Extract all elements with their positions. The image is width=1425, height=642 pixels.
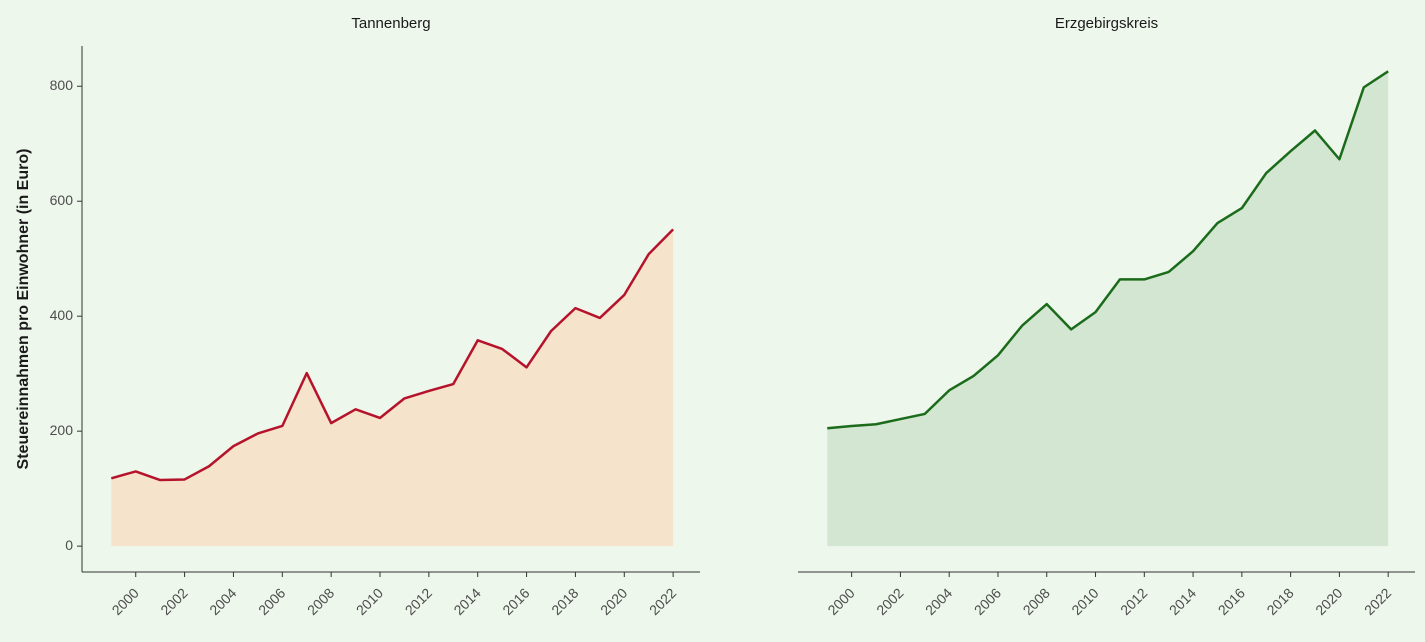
- y-tick-label: 600: [50, 192, 74, 208]
- y-tick-label: 0: [65, 537, 73, 553]
- line: [110, 228, 675, 482]
- panel-title: Tannenberg: [351, 15, 430, 32]
- area: [111, 229, 674, 547]
- y-tick-label: 200: [50, 422, 74, 438]
- y-axis-label: Steuereinnahmen pro Einwohner (in Euro): [15, 149, 32, 470]
- y-tick-label: 400: [50, 307, 74, 323]
- area: [827, 71, 1389, 547]
- panel-title: Erzgebirgskreis: [1055, 15, 1158, 32]
- y-tick-label: 800: [50, 77, 74, 93]
- line: [827, 70, 1389, 430]
